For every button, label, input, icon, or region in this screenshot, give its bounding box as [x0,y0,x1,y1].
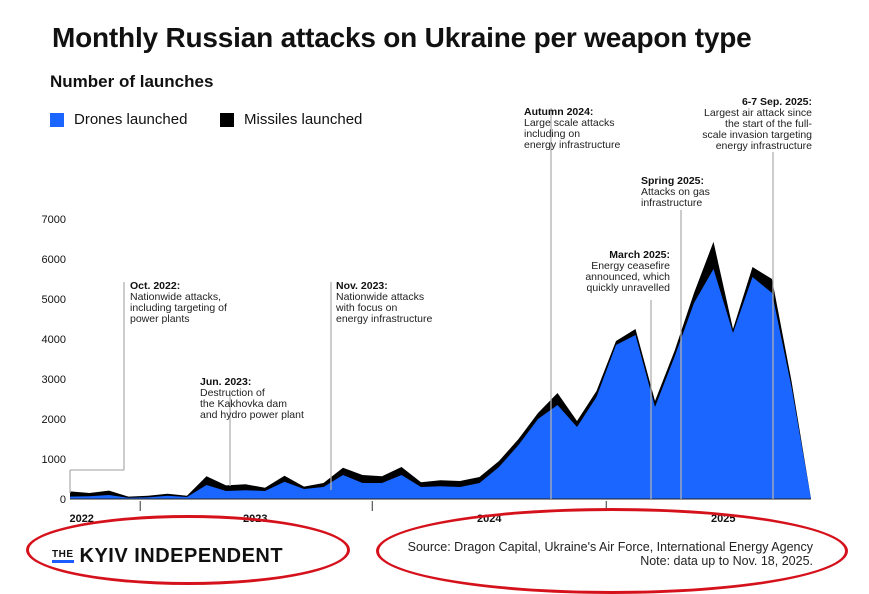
annotation-text: Energy ceasefire [591,260,670,272]
highlight-ellipse-source [376,508,848,594]
y-tick-label: 4000 [42,334,66,346]
legend-swatch-missiles [220,112,234,127]
annotation-text: Destruction of [200,387,265,399]
annotation-text: including on [524,128,580,140]
annotation-text: Attacks on gas [641,186,710,198]
annotation-text: infrastructure [641,197,702,209]
y-tick-label: 7000 [42,214,66,226]
y-tick-label: 1000 [42,454,66,466]
annotation-text: power plants [130,313,190,325]
y-tick-label: 2000 [42,414,66,426]
annotation-text: quickly unravelled [587,282,671,294]
annotation-text: Largest air attack since [704,107,812,119]
annotation-title: 6-7 Sep. 2025: [742,96,812,108]
y-tick-label: 0 [60,494,66,506]
annotation-text: Large scale attacks [524,117,614,129]
series-area-drones [70,269,811,499]
legend-label-drones: Drones launched [74,111,188,128]
annotation-title: Jun. 2023: [200,376,251,388]
y-tick-label: 3000 [42,374,66,386]
annotation-text: energy infrastructure [336,313,432,325]
y-tick-label: 5000 [42,294,66,306]
legend-item-missiles: Missiles launched [220,111,362,128]
chart-subtitle: Number of launches [50,72,214,91]
y-tick-label: 6000 [42,254,66,266]
annotation-title: Oct. 2022: [130,280,180,292]
annotation-text: announced, which [585,271,670,283]
legend-swatch-drones [50,112,64,127]
annotation-title: Autumn 2024: [524,106,593,118]
annotation-text: with focus on [335,302,397,314]
annotation-text: including targeting of [130,302,227,314]
highlight-ellipse-logo [26,515,350,585]
annotation-text: Nationwide attacks [336,291,424,303]
annotation-title: Nov. 2023: [336,280,388,292]
annotation-text: scale invasion targeting [702,129,812,141]
annotation-text: the Kakhovka dam [200,398,287,410]
annotation-text: and hydro power plant [200,409,304,421]
annotation-title: March 2025: [609,249,670,261]
chart-title: Monthly Russian attacks on Ukraine per w… [52,22,752,53]
annotation-title: Spring 2025: [641,175,704,187]
annotation-text: energy infrastructure [716,140,812,152]
legend-item-drones: Drones launched [50,111,187,128]
annotation-text: the start of the full- [725,118,812,130]
annotation-text: Nationwide attacks, [130,291,221,303]
legend-label-missiles: Missiles launched [244,111,363,128]
annotation-text: energy infrastructure [524,139,620,151]
